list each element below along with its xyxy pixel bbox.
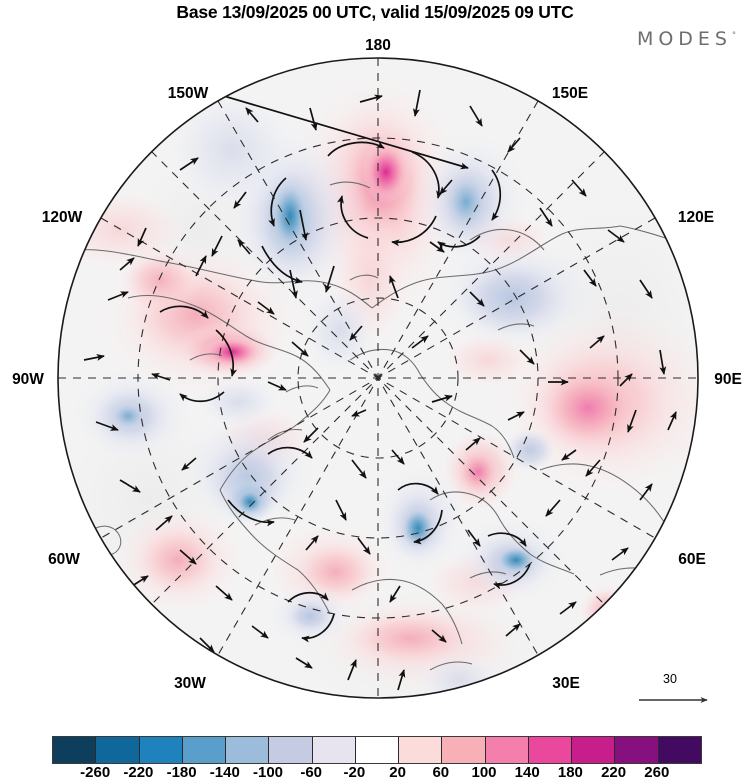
colorbar-tick--260: -260: [80, 764, 111, 781]
anomaly-field: [58, 58, 698, 698]
colorbar-cell-9: [442, 737, 486, 763]
colorbar-cell-1: [96, 737, 140, 763]
graticule: [58, 58, 698, 698]
vector-scale-arrow-icon: [639, 696, 708, 704]
grid-label-90w: 90W: [12, 371, 44, 388]
colorbar-cell-2: [139, 737, 183, 763]
grid-label-120w: 120W: [42, 209, 83, 226]
colorbar-tick--60: -60: [300, 764, 323, 781]
colorbar-tick-140: 140: [514, 764, 540, 781]
vector-scale-value: 30: [663, 672, 677, 686]
grid-label-30e: 30E: [552, 675, 580, 692]
colorbar-cell-14: [658, 737, 701, 763]
vector-scale-reference: 30: [637, 672, 723, 716]
grid-label-30w: 30W: [174, 675, 206, 692]
colorbar-cell-3: [182, 737, 227, 763]
colorbar-cell-7: [355, 737, 400, 763]
registered-mark-icon: °: [732, 30, 736, 40]
grid-label-150w: 150W: [168, 85, 209, 102]
colorbar-cell-4: [226, 737, 270, 763]
grid-label-180: 180: [365, 37, 391, 54]
colorbar-tick--140: -140: [209, 764, 240, 781]
grid-label-90e: 90E: [714, 371, 742, 388]
colorbar-cell-13: [615, 737, 659, 763]
colorbar-cell-10: [485, 737, 529, 763]
colorbar-tick--220: -220: [123, 764, 154, 781]
colorbar-cell-5: [269, 737, 313, 763]
colorbar-tick-20: 20: [389, 764, 406, 781]
grid-labels: 180150W150E120W120E90W90E60W60E30W30E0: [12, 37, 742, 692]
colorbar-tick--100: -100: [252, 764, 284, 781]
colorbar-tick-180: 180: [557, 764, 583, 781]
colorbar-tick-labels: -260 -220 -180 -140 -100 -60 -20 20 60 100 140 180 2…: [52, 764, 700, 784]
grid-label-60e: 60E: [678, 551, 706, 568]
colorbar-cell-8: [399, 737, 443, 763]
colorbar-tick--20: -20: [343, 764, 366, 781]
colorbar: [52, 736, 702, 764]
polar-map-svg: 180150W150E120W120E90W90E60W60E30W30E0: [12, 37, 742, 699]
wind-vectors: [58, 58, 677, 691]
colorbar-tick-220: 220: [601, 764, 627, 781]
colorbar-cell-11: [528, 737, 573, 763]
polar-map: 180150W150E120W120E90W90E60W60E30W30E0: [0, 30, 750, 710]
page-title: Base 13/09/2025 00 UTC, valid 15/09/2025…: [176, 2, 574, 22]
colorbar-tick--180: -180: [166, 764, 197, 781]
logo-text: MODES: [636, 28, 732, 50]
colorbar-tick-60: 60: [432, 764, 450, 781]
grid-label-60w: 60W: [48, 551, 80, 568]
colorbar-cell-6: [312, 737, 356, 763]
colorbar-tick-260: 260: [644, 764, 670, 781]
grid-label-120e: 120E: [678, 209, 714, 226]
modes-logo: MODES°: [637, 28, 736, 50]
grid-label-150e: 150E: [552, 85, 588, 102]
colorbar-cell-0: [53, 737, 97, 763]
colorbar-tick-100: 100: [471, 764, 497, 781]
colorbar-cell-12: [572, 737, 616, 763]
